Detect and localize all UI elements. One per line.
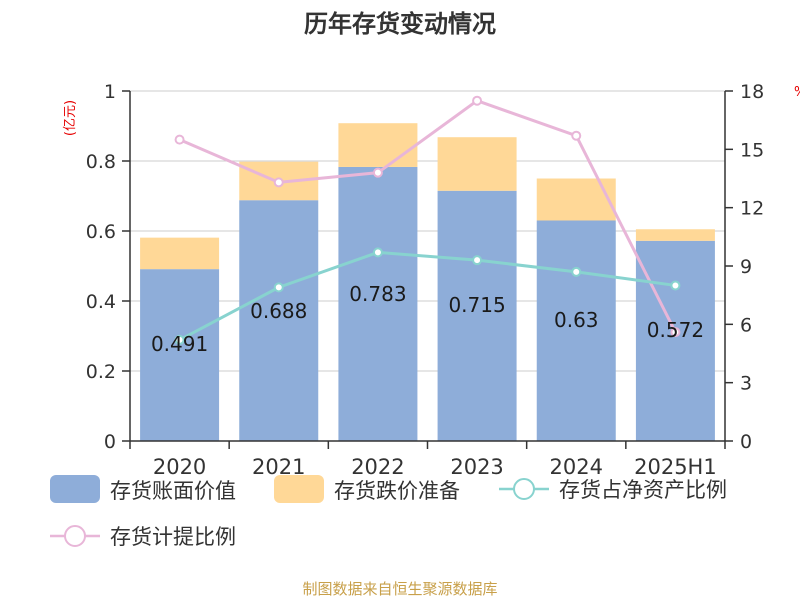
net-asset-ratio-point — [174, 334, 185, 345]
bar-impairment — [338, 123, 418, 167]
provision-ratio-point — [372, 167, 383, 178]
provision-ratio-line — [178, 99, 677, 333]
net-asset-ratio-legend-label: 存货占净资产比例 — [559, 478, 727, 502]
right-axis-tick-label: 12 — [740, 198, 764, 220]
provision-ratio-point — [571, 130, 582, 141]
x-axis-category-label: 2023 — [450, 455, 503, 479]
net-asset-ratio-line — [178, 250, 676, 342]
bar-impairment — [536, 178, 616, 221]
net-asset-ratio-point — [472, 255, 483, 266]
x-axis-category-label: 2022 — [351, 455, 404, 479]
right-axis-tick-label: 15 — [740, 139, 764, 161]
x-axis-category-label: 2020 — [153, 455, 206, 479]
bar-impairment — [437, 137, 517, 191]
bar-value-label: 0.63 — [554, 308, 599, 332]
bar-book-value — [536, 220, 616, 441]
bar-value-label: 0.715 — [448, 293, 505, 317]
line-series — [174, 95, 681, 345]
book-value-legend-label: 存货账面价值 — [110, 479, 236, 503]
right-axis-tick-label: 0 — [740, 431, 752, 453]
provision-ratio-legend-marker — [64, 525, 86, 547]
left-axis-tick-label: 0.2 — [86, 361, 116, 383]
bar-value-label: 0.688 — [250, 299, 307, 323]
bar-impairment — [635, 229, 715, 241]
bar-book-value — [437, 190, 517, 441]
left-axis-tick-label: 1 — [104, 81, 116, 103]
left-axis-tick-label: 0.8 — [86, 151, 116, 173]
impairment-legend-label: 存货跌价准备 — [334, 479, 460, 503]
right-axis-tick-label: 9 — [740, 256, 752, 278]
grid-lines — [130, 90, 725, 372]
impairment-legend-swatch — [274, 475, 324, 503]
net-asset-ratio-legend-marker — [513, 478, 535, 500]
provision-ratio-point — [273, 177, 284, 188]
right-axis-unit: % — [794, 85, 800, 100]
chart-title: 历年存货变动情况 — [304, 10, 496, 38]
provision-ratio-legend-label: 存货计提比例 — [110, 525, 236, 549]
net-asset-ratio-point — [372, 247, 383, 258]
right-axis-tick-label: 3 — [740, 373, 752, 395]
bar-series — [140, 123, 715, 441]
left-axis-tick-label: 0 — [104, 431, 116, 453]
data-labels: 0.491 0.688 0.783 0.715 0.63 0.572 — [151, 282, 704, 356]
left-axis-tick-label: 0.6 — [86, 221, 116, 243]
x-axis-category-label: 2025H1 — [634, 455, 717, 479]
book-value-legend-swatch — [50, 475, 100, 503]
net-asset-ratio-point — [571, 266, 582, 277]
bar-book-value — [140, 269, 220, 441]
right-axis-tick-label: 18 — [740, 81, 764, 103]
provision-ratio-point — [670, 327, 681, 338]
right-axis-tick-label: 6 — [740, 314, 752, 336]
net-asset-ratio-point — [670, 280, 681, 291]
source-note: 制图数据来自恒生聚源数据库 — [302, 580, 497, 598]
bar-book-value — [338, 166, 418, 441]
provision-ratio-point — [472, 95, 483, 106]
provision-ratio-point — [174, 134, 185, 145]
bar-value-label: 0.783 — [349, 282, 406, 306]
bar-impairment — [140, 237, 220, 270]
bar-book-value — [635, 240, 715, 441]
bar-value-label: 0.572 — [647, 318, 704, 342]
x-axis-category-label: 2024 — [550, 455, 603, 479]
bar-value-label: 0.491 — [151, 332, 208, 356]
left-axis-tick-label: 0.4 — [86, 291, 116, 313]
bar-book-value — [239, 200, 319, 441]
net-asset-ratio-point — [273, 282, 284, 293]
left-axis-unit: (亿元) — [63, 100, 78, 136]
